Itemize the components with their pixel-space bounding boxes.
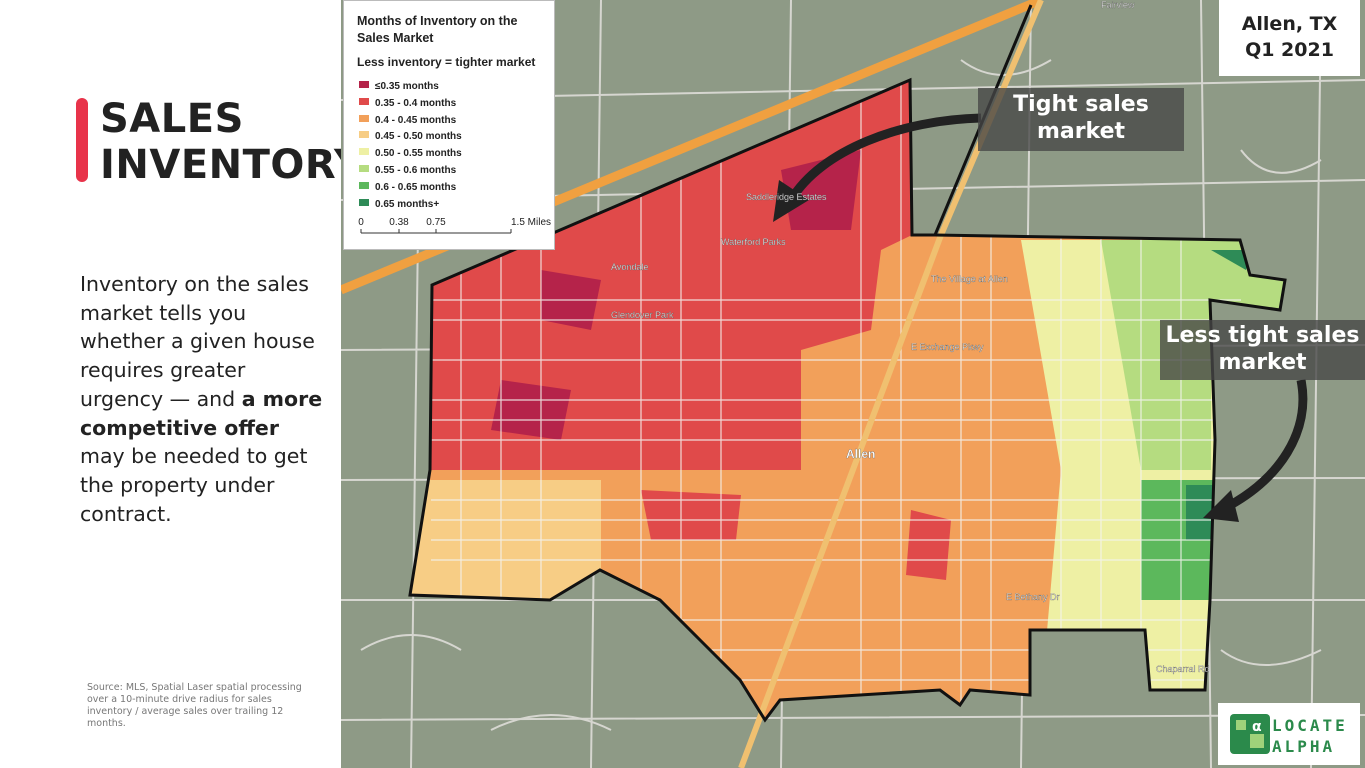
legend-swatch <box>359 165 369 172</box>
legend-title: Months of Inventory on the Sales Market <box>357 14 518 45</box>
logo: α LOCATE ALPHA <box>1218 703 1360 765</box>
legend-item: ≤0.35 months <box>359 81 439 93</box>
legend-label: 0.45 - 0.50 months <box>375 131 462 143</box>
legend-label: 0.35 - 0.4 months <box>375 97 457 109</box>
map-label: Saddleridge Estates <box>746 192 827 202</box>
legend-label: 0.6 - 0.65 months <box>375 181 457 193</box>
legend-swatch <box>359 148 369 156</box>
legend: Months of Inventory on the Sales Market … <box>343 0 555 250</box>
source-note: Source: MLS, Spatial Laser spatial proce… <box>87 682 302 729</box>
scale-label: 1.5 Miles <box>511 217 551 228</box>
logo-word: ALPHA <box>1272 737 1336 756</box>
legend-subtitle: Less inventory = tighter market <box>357 55 536 69</box>
svg-text:α: α <box>1252 719 1262 735</box>
legend-item: 0.50 - 0.55 months <box>359 148 462 160</box>
legend-item: 0.55 - 0.6 months <box>359 165 456 177</box>
accent-bar <box>76 98 88 182</box>
logo-mark: α <box>1230 714 1270 754</box>
location-period: Q1 2021 <box>1245 39 1334 61</box>
scale-label: 0 <box>358 217 364 228</box>
map-label: The Village at Allen <box>931 274 1008 284</box>
legend-swatch <box>359 97 369 105</box>
legend-label: 0.65 months+ <box>375 198 440 210</box>
map-label: Allen <box>846 447 875 461</box>
logo-text: LOCATE ALPHA <box>1272 715 1348 757</box>
map-label: Waterford Parks <box>721 237 786 247</box>
legend-swatch <box>359 114 369 122</box>
legend-item: 0.6 - 0.65 months <box>359 181 457 194</box>
legend-label: 0.55 - 0.6 months <box>375 165 457 176</box>
callout-label: Tight sales market <box>978 88 1184 151</box>
map-label: Chaparral Rd <box>1156 664 1210 674</box>
legend-item: 0.45 - 0.50 months <box>359 131 462 143</box>
logo-word: LOCATE <box>1272 716 1348 735</box>
map: Fairview Avondale Glendover Park Waterford … <box>341 0 1365 768</box>
arrowhead <box>773 180 809 222</box>
legend-label: 0.50 - 0.55 months <box>375 148 462 160</box>
body-text-part: Inventory on the sales market tells you … <box>80 272 315 411</box>
scale-label: 0.75 <box>426 217 446 228</box>
map-label: Fairview <box>1101 0 1135 10</box>
callout-arrow <box>787 113 982 203</box>
scale-bar: 0 0.38 0.75 1.5 Miles <box>358 217 551 234</box>
legend-label: ≤0.35 months <box>375 81 439 92</box>
location-box: Allen, TX Q1 2021 <box>1219 0 1360 76</box>
callout-arrow <box>1218 379 1308 515</box>
arrowhead <box>1203 490 1239 522</box>
scale-label: 0.38 <box>389 217 409 228</box>
map-label: E Bethany Dr <box>1006 592 1060 602</box>
map-label: Avondale <box>611 262 648 272</box>
legend-item: 0.65 months+ <box>359 198 440 211</box>
body-text: Inventory on the sales market tells you … <box>80 270 325 528</box>
legend-swatch <box>359 81 369 88</box>
legend-swatch <box>359 131 369 139</box>
map-label: E Exchange Pkwy <box>911 342 984 352</box>
legend-swatch <box>359 198 369 206</box>
legend-item: 0.4 - 0.45 months <box>359 114 457 127</box>
callout-label: Less tight sales market <box>1160 320 1365 380</box>
slide-title: SALES INVENTORY <box>100 96 364 188</box>
legend-label: 0.4 - 0.45 months <box>375 114 457 126</box>
location-place: Allen, TX <box>1241 13 1338 35</box>
body-text-part: may be needed to get the property under … <box>80 444 308 526</box>
map-label: Glendover Park <box>611 310 674 320</box>
market-boundary <box>408 77 1287 723</box>
legend-item: 0.35 - 0.4 months <box>359 97 457 110</box>
body-text-bold: a more competitive offer <box>80 386 323 440</box>
legend-swatch <box>359 181 369 189</box>
